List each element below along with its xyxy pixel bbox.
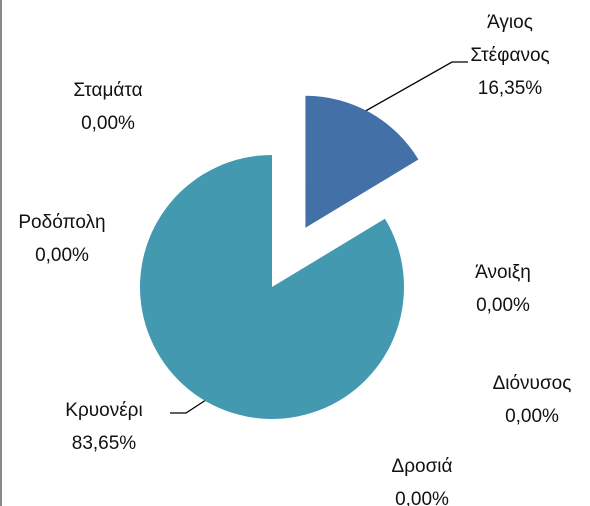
category-label: Άνοιξη bbox=[475, 262, 531, 283]
category-label: Σταμάτα bbox=[73, 80, 143, 101]
value-label: 0,00% bbox=[395, 489, 449, 506]
value-label: 0,00% bbox=[476, 295, 530, 316]
category-label: Ροδόπολη bbox=[18, 212, 106, 233]
data-label: Κρυονέρι 83,65% bbox=[34, 394, 174, 460]
data-label: Ροδόπολη 0,00% bbox=[0, 206, 127, 272]
pie-slice bbox=[305, 95, 419, 228]
leader-line bbox=[170, 395, 213, 414]
value-label: 83,65% bbox=[71, 433, 137, 454]
data-label: Άγιος Στέφανος 16,35% bbox=[455, 6, 565, 105]
value-label: 0,00% bbox=[505, 406, 559, 427]
value-label: 0,00% bbox=[81, 113, 135, 134]
category-label: Δροσιά bbox=[391, 456, 453, 477]
category-label: Διόνυσος bbox=[492, 373, 572, 394]
data-label: Σταμάτα 0,00% bbox=[38, 74, 178, 140]
category-label: Κρυονέρι bbox=[65, 400, 143, 421]
category-label: Άγιος Στέφανος bbox=[470, 12, 550, 66]
data-label: Δροσιά 0,00% bbox=[362, 450, 482, 506]
pie-slice bbox=[139, 155, 404, 420]
data-label: Άνοιξη 0,00% bbox=[443, 256, 563, 322]
data-label: Διόνυσος 0,00% bbox=[472, 367, 590, 433]
value-label: 0,00% bbox=[35, 245, 89, 266]
leader-line bbox=[361, 61, 468, 114]
value-label: 16,35% bbox=[477, 78, 543, 99]
